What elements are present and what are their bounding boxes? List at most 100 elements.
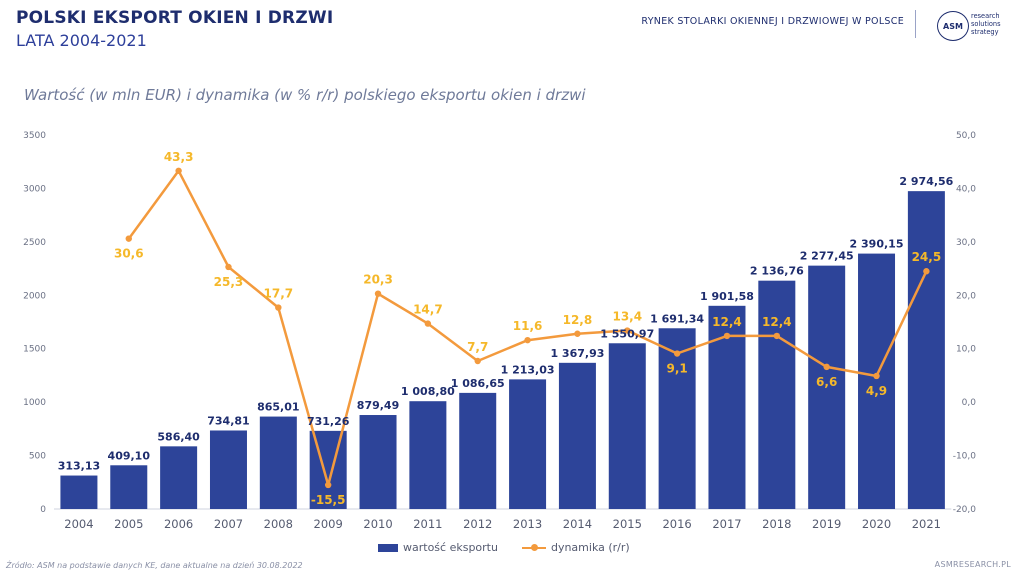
line-value-label: 12,4 — [762, 315, 792, 329]
source-note: Źródło: ASM na podstawie danych KE, dane… — [6, 561, 303, 570]
line-value-label: 13,4 — [612, 310, 642, 324]
bar-value-label: 1 086,65 — [451, 377, 505, 390]
x-tick-label: 2009 — [314, 517, 343, 531]
bar — [160, 446, 198, 509]
line-value-label: 4,9 — [866, 384, 887, 398]
x-tick-label: 2005 — [114, 517, 143, 531]
logo-line-solutions: solutions — [971, 20, 1001, 28]
bar-value-label: 1 367,93 — [550, 347, 604, 360]
y-left-tick-label: 500 — [29, 452, 46, 462]
line-point — [275, 304, 282, 311]
x-tick-label: 2017 — [712, 517, 741, 531]
chart-legend: wartość eksportu dynamika (r/r) — [378, 541, 630, 554]
x-tick-label: 2012 — [463, 517, 492, 531]
x-tick-label: 2019 — [812, 517, 841, 531]
x-tick-label: 2011 — [413, 517, 442, 531]
legend-bar-label: wartość eksportu — [403, 541, 498, 554]
bar — [658, 328, 696, 509]
logo-line-strategy: strategy — [971, 28, 999, 36]
bar-value-label: 1 213,03 — [501, 363, 555, 376]
bar — [858, 253, 896, 509]
y-right-tick-label: -10,0 — [953, 452, 977, 462]
bar-value-label: 2 277,45 — [800, 250, 854, 263]
y-right-tick-label: 20,0 — [956, 291, 976, 301]
bar — [409, 401, 447, 509]
x-tick-label: 2021 — [912, 517, 941, 531]
bar — [509, 379, 547, 509]
x-tick-label: 2016 — [662, 517, 691, 531]
y-left-tick-label: 3500 — [23, 131, 46, 141]
chart-title: Wartość (w mln EUR) i dynamika (w % r/r)… — [24, 86, 586, 104]
page-title: POLSKI EKSPORT OKIEN I DRZWI — [16, 8, 334, 28]
line-point — [624, 327, 631, 334]
line-point — [175, 167, 182, 174]
line-value-label: 7,7 — [467, 340, 488, 354]
bar — [758, 280, 796, 509]
x-tick-label: 2020 — [862, 517, 891, 531]
y-right-tick-label: 50,0 — [956, 131, 976, 141]
y-left-tick-label: 1500 — [23, 345, 46, 355]
line-point — [374, 290, 382, 297]
x-tick-label: 2007 — [214, 517, 243, 531]
logo-mark: ASM — [943, 21, 963, 31]
x-tick-label: 2004 — [64, 517, 93, 531]
line-point — [524, 336, 531, 344]
legend-line-swatch — [521, 544, 546, 551]
bar-value-label: 2 390,15 — [850, 238, 904, 251]
line-value-label: 43,3 — [164, 150, 194, 164]
line-value-label: 12,4 — [712, 315, 742, 329]
x-tick-label: 2008 — [264, 517, 293, 531]
line-value-label: 6,6 — [816, 375, 837, 389]
header-topic: RYNEK STOLARKI OKIENNEJ I DRZWIOWEJ W PO… — [641, 16, 904, 27]
line-value-label: 12,8 — [563, 313, 593, 327]
bar-value-label: 731,26 — [307, 415, 350, 428]
x-tick-label: 2013 — [513, 517, 542, 531]
y-right-tick-label: 40,0 — [956, 184, 976, 194]
bar — [110, 465, 148, 509]
line-point — [225, 263, 232, 271]
bar — [907, 191, 945, 509]
line-value-label: 17,7 — [264, 287, 294, 301]
line-point — [823, 363, 830, 371]
asm-logo: ASM — [937, 11, 969, 41]
x-tick-label: 2006 — [164, 517, 193, 531]
bar-value-label: 2 974,56 — [899, 175, 953, 188]
bar — [608, 343, 646, 509]
line-point — [574, 330, 581, 337]
bar-value-label: 734,81 — [207, 414, 249, 427]
bar — [359, 415, 397, 509]
line-point — [474, 357, 481, 365]
line-point — [125, 235, 132, 242]
line-point — [873, 372, 880, 380]
line-point — [673, 350, 681, 357]
y-left-tick-label: 3000 — [23, 184, 46, 194]
y-left-tick-label: 2000 — [23, 291, 46, 301]
bar — [60, 475, 98, 509]
bar — [459, 392, 497, 509]
line-value-label: 14,7 — [413, 303, 443, 317]
line-point — [324, 481, 332, 489]
bar — [808, 265, 846, 509]
y-right-tick-label: -20,0 — [953, 505, 977, 515]
line-value-label: 24,5 — [912, 250, 942, 264]
y-right-tick-label: 0,0 — [962, 398, 977, 408]
bar-value-label: 2 136,76 — [750, 265, 804, 278]
y-left-tick-label: 0 — [40, 505, 46, 515]
y-left-tick-label: 2500 — [23, 238, 46, 248]
bar — [558, 362, 596, 509]
line-value-label: 11,6 — [513, 319, 543, 333]
legend-line-label: dynamika (r/r) — [550, 541, 630, 554]
y-right-tick-label: 30,0 — [956, 238, 976, 248]
bar — [259, 416, 297, 509]
bar-value-label: 1 008,80 — [401, 385, 455, 398]
bar-value-label: 879,49 — [357, 399, 399, 412]
line-point — [773, 332, 781, 340]
logo-line-research: research — [971, 12, 1000, 20]
bar-value-label: 1 901,58 — [700, 290, 754, 303]
bar — [209, 430, 247, 509]
header-divider — [915, 10, 916, 38]
line-value-label: -15,5 — [311, 493, 346, 507]
line-value-label: 9,1 — [666, 362, 687, 376]
legend-bar-swatch — [378, 543, 398, 552]
line-point — [723, 332, 731, 340]
